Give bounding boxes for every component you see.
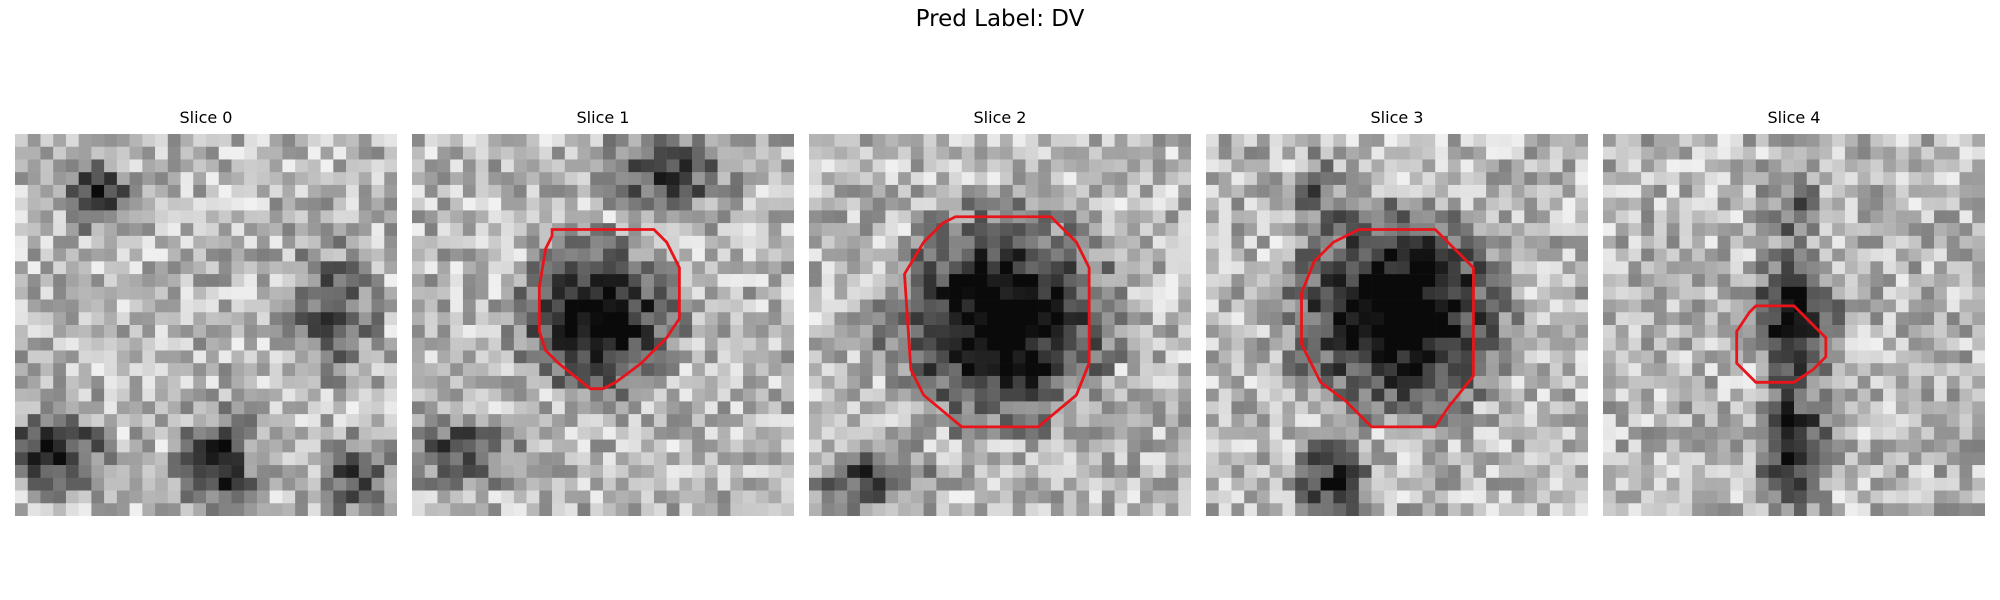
lesion-contour: [1735, 304, 1828, 384]
panel-title: Slice 3: [1370, 108, 1424, 127]
panel-title: Slice 2: [973, 108, 1027, 127]
panel-title: Slice 0: [179, 108, 233, 127]
panel-title: Slice 1: [576, 108, 630, 127]
lesion-contour: [1300, 228, 1475, 429]
lesion-contour: [903, 215, 1091, 429]
slice-image: [809, 134, 1191, 516]
figure-title: Pred Label: DV: [915, 6, 1085, 32]
slice-image: [412, 134, 794, 516]
panel-title: Slice 4: [1767, 108, 1821, 127]
slice-image: [1603, 134, 1985, 516]
lesion-contour: [537, 228, 681, 391]
slice-image: [1206, 134, 1588, 516]
slice-image: [15, 134, 397, 516]
